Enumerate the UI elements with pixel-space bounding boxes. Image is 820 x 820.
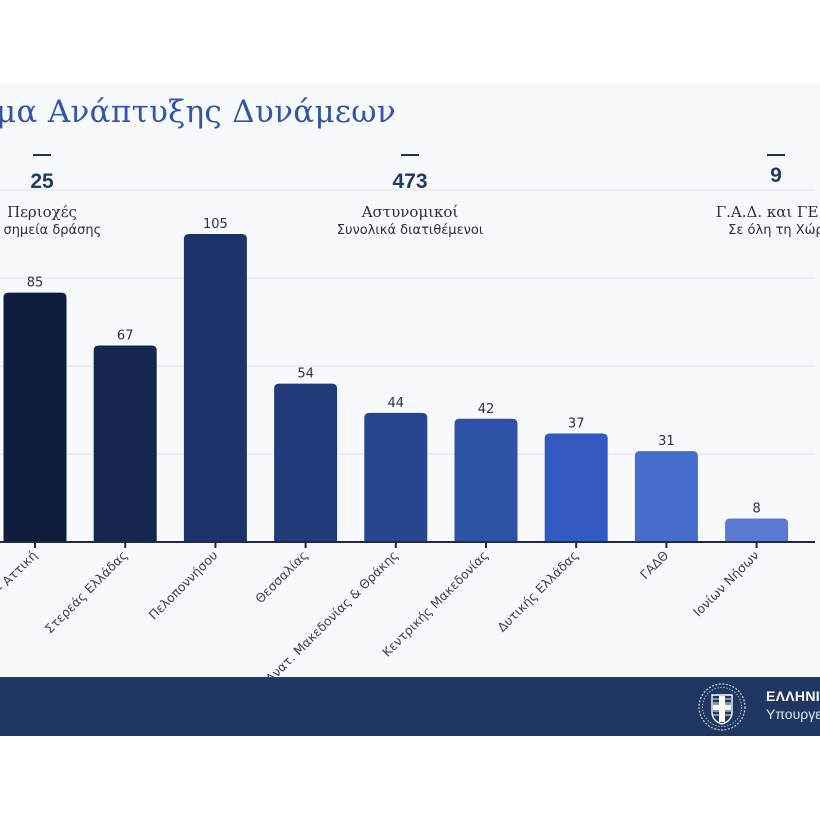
stat-label: Αστυνομικοί [361,203,459,221]
x-tick-label: ς - Αττική [0,548,40,603]
footer-bar: ΕΛΛΗΝΙΚ Υπουργε [0,677,820,736]
data-label: 37 [568,416,585,431]
data-label: 67 [117,328,134,343]
stat-sub: 52 σημεία δράσης [0,223,102,238]
stat-dash [401,154,419,156]
stat-value: 25 [30,170,54,193]
bar [634,451,698,542]
bar [274,383,338,542]
stat-label: Περιοχές [7,203,77,221]
bar [3,292,67,542]
data-label: 105 [203,217,228,232]
bar [364,412,428,542]
bar [544,433,608,542]
stat-sub: Συνολικά διατιθέμενοι [336,223,484,238]
stat-value: 9 [770,164,782,187]
bar [725,518,789,542]
data-label: 54 [297,367,314,382]
footer-title: ΕΛΛΗΝΙΚ [766,688,820,704]
x-tick-label: Πελοποννήσου [146,548,221,623]
data-label: 42 [478,402,495,417]
stat-dash [767,154,785,156]
x-tick-label: Κεντρικής Μακεδονίας [379,548,491,660]
slide-title: μα Ανάπτυξης Δυνάμεων [0,94,396,130]
stat-officers: 473 Αστυνομικοί Συνολικά διατιθέμενοι [330,154,490,240]
data-label: 8 [752,502,760,517]
x-tick-label: Δυτικής Ελλάδας [494,548,581,635]
bar [454,418,518,542]
x-tick-label: Ιονίων Νήσων [690,548,762,620]
data-label: 85 [27,276,44,291]
x-tick-label: ΓΑΔΘ [637,547,672,582]
stat-dash [33,154,51,156]
stat-regions: 25 Περιοχές 52 σημεία δράσης [0,154,122,240]
greek-coat-of-arms-icon [698,683,746,731]
stat-value: 473 [392,170,428,193]
footer-subtitle: Υπουργε [766,706,820,722]
data-label: 44 [388,396,405,411]
bar [183,234,247,542]
bar [93,345,157,542]
stat-directorates: 9 Γ.Α.Δ. και ΓΕ.Π Σε όλη τη Χώρ [696,154,820,240]
stat-label: Γ.Α.Δ. και ΓΕ.Π [715,203,820,221]
data-label: 31 [658,434,675,449]
stat-sub: Σε όλη τη Χώρ [728,223,820,238]
x-tick-label: Στερεάς Ελλάδας [42,548,131,637]
slide: μα Ανάπτυξης Δυνάμεων 25 Περιοχές 52 σημ… [0,84,820,736]
x-tick-label: Θεσσαλίας [252,548,311,607]
